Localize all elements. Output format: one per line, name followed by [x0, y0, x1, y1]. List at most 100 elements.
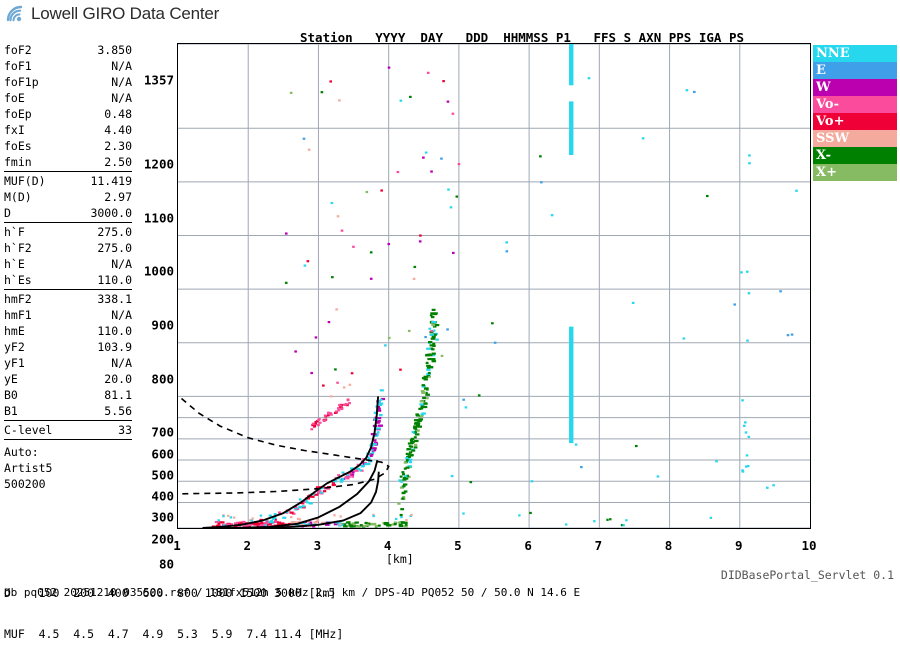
x-axis-labels: 1 2 3 4 5 6 7 8 9 10 — [140, 538, 860, 556]
param-value: 0.48 — [104, 107, 132, 121]
x-tick-2: 2 — [243, 538, 251, 553]
legend-item-label: Vo+ — [816, 114, 845, 129]
param-value: N/A — [111, 75, 132, 89]
param-value: 3000.0 — [90, 206, 132, 220]
y-tick-80: 80 — [158, 556, 174, 572]
plot-frame — [169, 43, 811, 529]
param-value: 2.30 — [104, 139, 132, 153]
param-value: 2.50 — [104, 155, 132, 169]
ionospheric-parameters-panel: foF2 3.850 foF1 N/A foF1p N/A foE N/A foEp 0.48 fx… — [4, 42, 132, 492]
param-group-4: C-level 33 — [4, 422, 132, 440]
param-key: h`Es — [4, 273, 32, 287]
param-row-foes: foEs 2.30 — [4, 138, 132, 154]
param-key: foE — [4, 91, 25, 105]
param-row-fxi: fxI 4.40 — [4, 122, 132, 138]
param-value: N/A — [111, 308, 132, 322]
param-key: foEp — [4, 107, 32, 121]
signal-wave-icon — [6, 5, 23, 22]
param-value: N/A — [111, 91, 132, 105]
ionogram-canvas — [169, 43, 810, 529]
param-value: N/A — [111, 59, 132, 73]
y-tick-1000: 1000 — [143, 263, 174, 279]
legend-item-w[interactable]: W — [813, 79, 897, 96]
param-key: foF1p — [4, 75, 39, 89]
y-tick-1357: 1357 — [143, 72, 174, 88]
x-tick-1: 1 — [173, 538, 181, 553]
file-status-line: db pq052 20251210 035500.rsf / 181fx512h… — [4, 586, 581, 599]
x-tick-4: 4 — [383, 538, 392, 553]
legend-item-label: Vo- — [816, 97, 839, 112]
legend-item-vo[interactable]: Vo+ — [813, 113, 897, 130]
legend-item-x[interactable]: X+ — [813, 164, 897, 181]
param-row-c-level: C-level 33 — [4, 422, 132, 438]
param-key: C-level — [4, 423, 53, 437]
x-axis-unit-label: [km] — [386, 552, 414, 566]
autoscaler-line-1: Artist5 — [4, 461, 53, 476]
param-value: 110.0 — [97, 273, 132, 287]
y-tick-300: 300 — [151, 509, 174, 525]
param-row-foe: foE N/A — [4, 90, 132, 106]
param-key: B0 — [4, 388, 18, 402]
y-tick-200: 200 — [151, 531, 174, 547]
param-key: fmin — [4, 155, 32, 169]
param-key: hmF1 — [4, 308, 32, 322]
es-trace — [255, 471, 380, 529]
legend-item-x[interactable]: X- — [813, 147, 897, 164]
y-tick-800: 800 — [151, 371, 174, 387]
ordinary-trace-lower — [202, 459, 379, 529]
y-axis-labels: 80 200 300 400 500 600 700 800 900 1000 1100 1200 13… — [132, 36, 176, 572]
muf-dashed-curve — [180, 397, 390, 495]
muf-table-distance-row: D 100 200 400 600 800 1000 1500 3000 [km… — [4, 586, 337, 600]
param-value: 2.97 — [104, 190, 132, 204]
param-value: 275.0 — [97, 225, 132, 239]
y-tick-1100: 1100 — [143, 210, 174, 226]
param-key: yF1 — [4, 356, 25, 370]
legend-item-label: X+ — [816, 165, 837, 180]
param-value: 20.0 — [104, 372, 132, 386]
legend-item-label: W — [816, 80, 831, 95]
param-key: B1 — [4, 404, 18, 418]
param-row-b1: B1 5.56 — [4, 403, 132, 419]
param-key: h`E — [4, 257, 25, 271]
param-row-m-d-: M(D) 2.97 — [4, 189, 132, 205]
x-tick-5: 5 — [454, 538, 462, 553]
param-value: 3.850 — [97, 43, 132, 57]
ionogram-plot — [169, 43, 811, 529]
param-key: fxI — [4, 123, 25, 137]
param-row-b0: B0 81.1 — [4, 387, 132, 403]
legend-item-label: SSW — [816, 131, 850, 146]
param-key: foEs — [4, 139, 32, 153]
param-value: 4.40 — [104, 123, 132, 137]
param-value: 110.0 — [97, 324, 132, 338]
x-tick-8: 8 — [664, 538, 673, 553]
legend-item-vo[interactable]: Vo- — [813, 96, 897, 113]
param-value: 33 — [118, 423, 132, 437]
param-key: hmF2 — [4, 292, 32, 306]
param-key: foF2 — [4, 43, 32, 57]
param-row-foep: foEp 0.48 — [4, 106, 132, 122]
param-row-hmf2: hmF2 338.1 — [4, 291, 132, 307]
param-value: N/A — [111, 257, 132, 271]
param-key: hmE — [4, 324, 25, 338]
legend-item-ssw[interactable]: SSW — [813, 130, 897, 147]
muf-distance-table: D 100 200 400 600 800 1000 1500 3000 [km… — [4, 560, 343, 655]
param-group-0: foF2 3.850 foF1 N/A foF1p N/A foE N/A foEp 0.48 fx… — [4, 42, 132, 172]
param-row-hmf1: hmF1 N/A — [4, 307, 132, 323]
param-key: h`F2 — [4, 241, 32, 255]
param-value: 338.1 — [97, 292, 132, 306]
x-tick-3: 3 — [313, 538, 322, 553]
param-row-fof1: foF1 N/A — [4, 58, 132, 74]
legend-item-nne[interactable]: NNE — [813, 45, 897, 62]
legend-item-label: X- — [816, 148, 832, 163]
page-header: Lowell GIRO Data Center Station YYYY DAY… — [0, 0, 900, 83]
legend-item-e[interactable]: E — [813, 62, 897, 79]
legend-item-label: NNE — [816, 46, 850, 61]
x-tick-7: 7 — [594, 538, 603, 553]
param-row-fof2: foF2 3.850 — [4, 42, 132, 58]
echo-direction-legend: NNE E W Vo- Vo+ SSW X- X+ — [813, 45, 897, 181]
param-key: yE — [4, 372, 18, 386]
param-value: 103.9 — [97, 340, 132, 354]
param-row-h-f: h`F 275.0 — [4, 224, 132, 240]
param-key: foF1 — [4, 59, 32, 73]
y-tick-900: 900 — [151, 317, 174, 333]
